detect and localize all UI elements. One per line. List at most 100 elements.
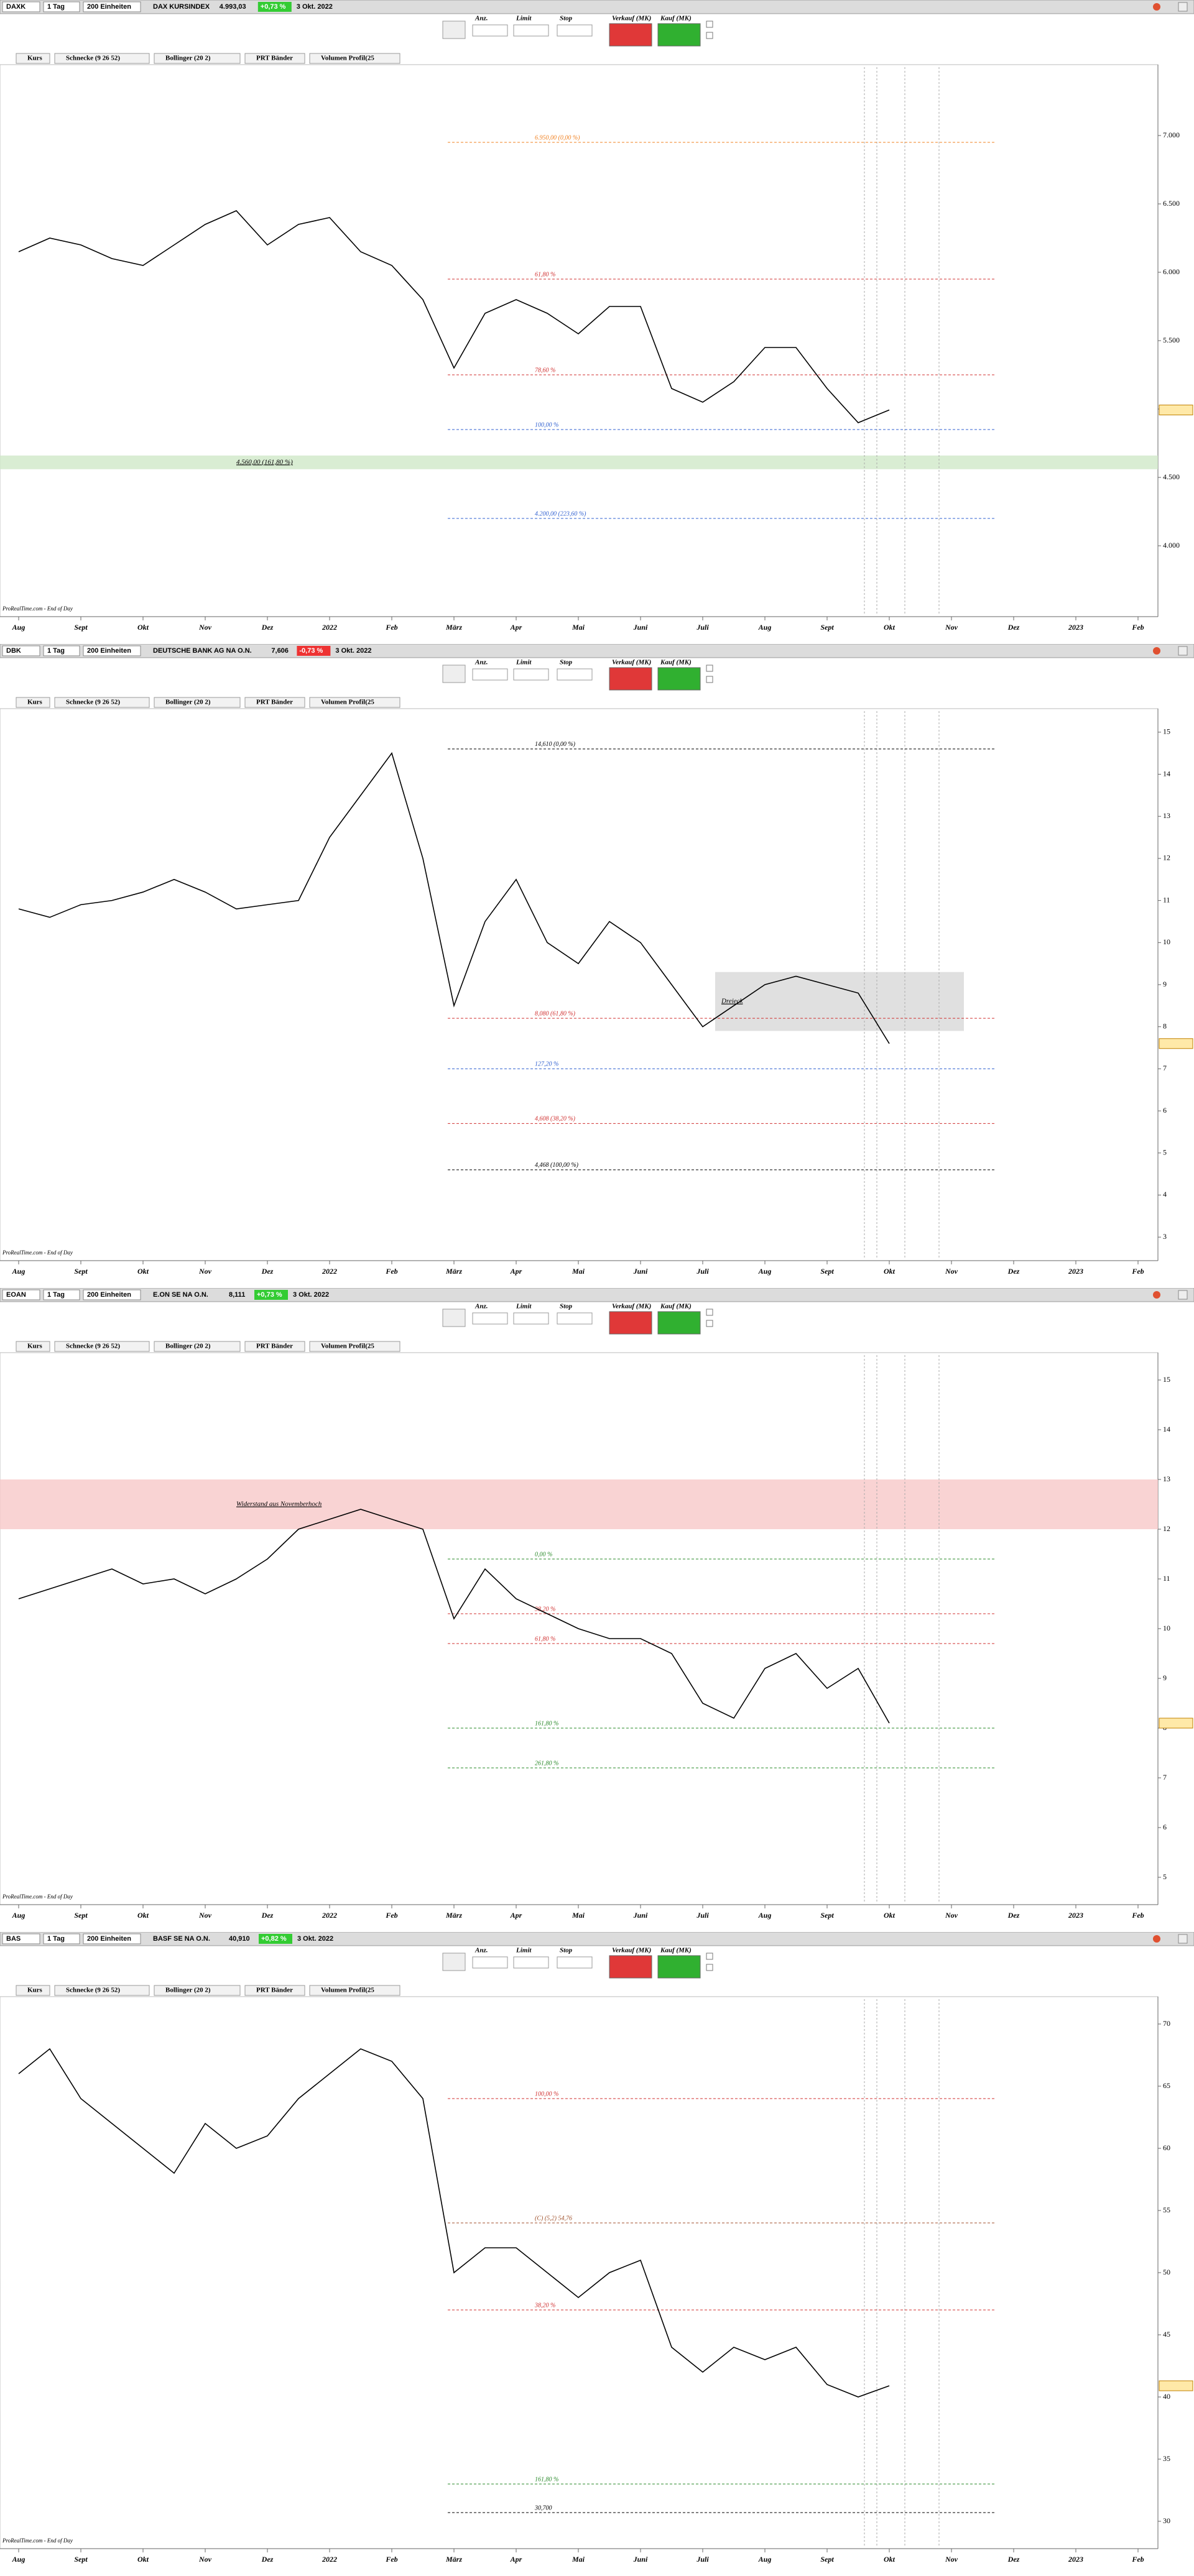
checkbox[interactable] bbox=[706, 32, 713, 39]
checkbox[interactable] bbox=[706, 676, 713, 683]
tab[interactable] bbox=[54, 1341, 150, 1352]
tab[interactable] bbox=[154, 697, 241, 708]
tab[interactable] bbox=[54, 53, 150, 64]
checkbox[interactable] bbox=[706, 665, 713, 672]
tab-label: Schnecke (9 26 52) bbox=[66, 1987, 120, 1994]
tab[interactable] bbox=[309, 1985, 400, 1996]
tab-label: Volumen Profil(25 bbox=[321, 55, 374, 62]
order-button[interactable] bbox=[657, 667, 701, 691]
checkbox[interactable] bbox=[706, 1953, 713, 1960]
tab[interactable] bbox=[16, 1985, 50, 1996]
toolbar-field[interactable] bbox=[472, 668, 508, 681]
tab[interactable] bbox=[244, 1341, 305, 1352]
units-box[interactable] bbox=[83, 1933, 141, 1944]
tab-label: Volumen Profil(25 bbox=[321, 699, 374, 706]
tab[interactable] bbox=[154, 53, 241, 64]
level-label: 6.950,00 (0,00 %) bbox=[535, 134, 580, 141]
x-tick-label: Okt bbox=[884, 2555, 895, 2564]
window-close[interactable] bbox=[1178, 2, 1188, 12]
tab[interactable] bbox=[54, 1985, 150, 1996]
level-label: 61,80 % bbox=[535, 271, 555, 278]
x-tick-label: Nov bbox=[198, 623, 212, 632]
tab[interactable] bbox=[16, 697, 50, 708]
window-close[interactable] bbox=[1178, 646, 1188, 656]
tab[interactable] bbox=[309, 1341, 400, 1352]
instrument-name: DAX KURSINDEX bbox=[153, 3, 210, 11]
checkbox[interactable] bbox=[706, 1964, 713, 1971]
tab[interactable] bbox=[16, 53, 50, 64]
toolbar-button-label: Anz. bbox=[474, 15, 488, 22]
toolbar-field[interactable] bbox=[472, 1956, 508, 1969]
checkbox[interactable] bbox=[706, 21, 713, 28]
x-tick-label: Nov bbox=[945, 2555, 958, 2564]
x-tick-label: Apr bbox=[510, 623, 522, 632]
x-tick-label: 2022 bbox=[322, 2555, 337, 2564]
toolbar-field[interactable] bbox=[513, 24, 549, 37]
window-close[interactable] bbox=[1178, 1290, 1188, 1300]
toolbar-field[interactable] bbox=[513, 668, 549, 681]
tab-label: Bollinger (20 2) bbox=[165, 55, 211, 62]
tab[interactable] bbox=[244, 697, 305, 708]
period-box[interactable] bbox=[43, 1, 80, 12]
symbol-box[interactable] bbox=[2, 1289, 40, 1300]
toolbar-field[interactable] bbox=[557, 24, 593, 37]
units-box[interactable] bbox=[83, 645, 141, 656]
period-box[interactable] bbox=[43, 1933, 80, 1944]
symbol-box[interactable] bbox=[2, 645, 40, 656]
y-tick-label: 60 bbox=[1163, 2143, 1170, 2152]
order-button[interactable] bbox=[609, 23, 652, 47]
plot-frame bbox=[0, 1996, 1159, 2549]
last-price: 40,910 bbox=[229, 1935, 250, 1943]
toolbar-field[interactable] bbox=[513, 1312, 549, 1325]
order-button[interactable] bbox=[657, 1311, 701, 1335]
period-box[interactable] bbox=[43, 645, 80, 656]
indicator-tabs: Kurs Schnecke (9 26 52) Bollinger (20 2) PR… bbox=[16, 1985, 400, 1996]
x-tick-label: Nov bbox=[945, 623, 958, 632]
tab[interactable] bbox=[16, 1341, 50, 1352]
order-button[interactable] bbox=[609, 667, 652, 691]
toolbar-field[interactable] bbox=[513, 1956, 549, 1969]
window-icon bbox=[1153, 1935, 1160, 1943]
tab-label: Bollinger (20 2) bbox=[165, 1343, 211, 1350]
units-box[interactable] bbox=[83, 1, 141, 12]
toolbar-field[interactable] bbox=[557, 1956, 593, 1969]
tab[interactable] bbox=[244, 53, 305, 64]
toolbar-field[interactable] bbox=[472, 1312, 508, 1325]
x-tick-label: Dez bbox=[1007, 2555, 1020, 2564]
toolbar-field[interactable] bbox=[557, 1312, 593, 1325]
order-button[interactable] bbox=[609, 1311, 652, 1335]
y-tick-label: 35 bbox=[1163, 2454, 1170, 2463]
order-button[interactable] bbox=[657, 1955, 701, 1979]
period: 1 Tag bbox=[47, 1935, 65, 1943]
order-button[interactable] bbox=[657, 23, 701, 47]
checkbox[interactable] bbox=[706, 1309, 713, 1316]
tab[interactable] bbox=[154, 1341, 241, 1352]
y-tick-label: 12 bbox=[1163, 1524, 1170, 1533]
tab-label: Volumen Profil(25 bbox=[321, 1987, 374, 1994]
instrument-name: E.ON SE NA O.N. bbox=[153, 1291, 208, 1299]
tab[interactable] bbox=[309, 697, 400, 708]
x-tick-label: Juli bbox=[696, 1911, 709, 1920]
symbol-box[interactable] bbox=[2, 1, 40, 12]
symbol-box[interactable] bbox=[2, 1933, 40, 1944]
units-box[interactable] bbox=[83, 1289, 141, 1300]
checkbox[interactable] bbox=[706, 1320, 713, 1327]
y-tick-label: 15 bbox=[1163, 727, 1170, 736]
price-line bbox=[18, 2048, 890, 2398]
toolbar-field[interactable] bbox=[472, 24, 508, 37]
x-tick-label: Aug bbox=[758, 623, 772, 632]
tab-label: PRT Bänder bbox=[256, 1987, 293, 1994]
window-close[interactable] bbox=[1178, 1934, 1188, 1944]
tab[interactable] bbox=[244, 1985, 305, 1996]
tab[interactable] bbox=[154, 1985, 241, 1996]
period-box[interactable] bbox=[43, 1289, 80, 1300]
x-tick-label: Okt bbox=[884, 1911, 895, 1920]
tab[interactable] bbox=[54, 697, 150, 708]
current-price-marker bbox=[1159, 1718, 1193, 1729]
tab[interactable] bbox=[309, 53, 400, 64]
order-button[interactable] bbox=[609, 1955, 652, 1979]
plot-frame bbox=[0, 708, 1159, 1261]
period: 1 Tag bbox=[47, 1291, 65, 1299]
toolbar-button-label: Limit bbox=[516, 15, 532, 22]
toolbar-field[interactable] bbox=[557, 668, 593, 681]
